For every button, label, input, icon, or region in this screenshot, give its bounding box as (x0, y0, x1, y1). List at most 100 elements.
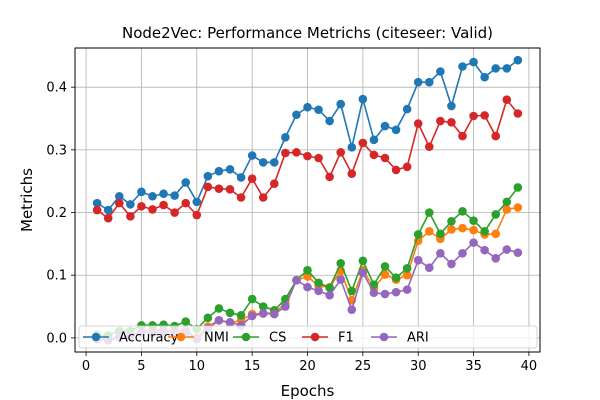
data-point-accuracy (380, 121, 390, 131)
series-accuracy (92, 55, 523, 215)
data-point-ari (247, 311, 257, 321)
data-point-nmi (458, 223, 467, 233)
data-point-accuracy (292, 110, 301, 120)
data-point-accuracy (92, 198, 102, 208)
data-point-cs (413, 230, 423, 239)
data-point-f1 (192, 210, 202, 220)
data-point-ari (380, 289, 390, 299)
data-point-f1 (336, 148, 346, 157)
data-point-nmi (447, 225, 456, 234)
data-point-ari (303, 282, 312, 292)
data-point-f1 (258, 193, 268, 202)
data-point-f1 (92, 205, 102, 215)
data-point-cs (358, 256, 368, 266)
tick-layer: 0 5 10 15 20 25 30 35 40 0.0 0.1 0.2 0.3 0.4 (46, 81, 537, 374)
data-point-f1 (292, 148, 301, 157)
chart-title: Node2Vec: Performance Metrichs (citeseer… (122, 24, 493, 42)
data-point-accuracy (114, 191, 124, 201)
data-point-accuracy (126, 200, 135, 209)
data-point-f1 (447, 117, 456, 127)
data-point-accuracy (203, 171, 213, 181)
data-point-accuracy (137, 187, 146, 197)
data-point-cs (336, 259, 346, 268)
data-point-cs (347, 286, 357, 296)
data-point-accuracy (170, 191, 179, 200)
data-point-ari (325, 290, 334, 300)
data-point-f1 (159, 200, 168, 210)
data-point-ari (391, 287, 401, 297)
data-point-f1 (303, 151, 312, 161)
data-point-accuracy (436, 67, 445, 76)
data-point-accuracy (336, 99, 346, 109)
data-point-cs (402, 264, 412, 273)
data-point-f1 (402, 162, 412, 172)
data-point-nmi (502, 205, 512, 214)
legend-swatch-marker-cs (241, 332, 251, 342)
data-point-f1 (436, 116, 445, 126)
data-point-accuracy (480, 72, 489, 82)
data-point-f1 (413, 119, 423, 128)
data-point-accuracy (491, 64, 501, 73)
data-point-ari (513, 248, 523, 257)
data-point-cs (225, 308, 235, 318)
data-point-nmi (303, 272, 312, 281)
data-point-accuracy (458, 62, 467, 71)
data-point-accuracy (347, 143, 357, 152)
data-point-accuracy (513, 55, 523, 65)
data-point-ari (436, 248, 445, 258)
data-point-accuracy (214, 166, 224, 176)
data-point-ari (447, 259, 456, 269)
data-point-f1 (325, 172, 334, 182)
data-point-f1 (269, 179, 279, 188)
data-point-cs (491, 210, 501, 219)
data-point-cs (203, 313, 213, 323)
data-point-f1 (148, 205, 157, 214)
data-point-nmi (424, 227, 434, 236)
data-point-nmi (491, 229, 501, 239)
data-point-cs (447, 217, 456, 226)
data-point-accuracy (369, 135, 379, 145)
data-point-f1 (281, 148, 290, 158)
legend-item-cs: CS (233, 331, 286, 346)
data-point-cs (436, 229, 445, 239)
data-point-ari (214, 316, 224, 325)
data-point-nmi (402, 270, 412, 280)
data-point-ari (502, 245, 512, 254)
data-point-accuracy (314, 105, 323, 115)
data-point-accuracy (391, 125, 401, 135)
data-point-ari (336, 275, 346, 284)
data-point-cs (458, 206, 467, 216)
x-tick-label: 20 (299, 359, 316, 374)
data-point-ari (469, 238, 478, 247)
series-f1 (92, 95, 523, 223)
y-tick-label: 0.2 (46, 206, 67, 221)
data-point-cs (380, 262, 390, 271)
legend-swatch-marker-nmi (176, 332, 186, 342)
data-point-accuracy (358, 94, 368, 104)
data-point-accuracy (181, 178, 191, 187)
data-point-cs (391, 273, 401, 283)
data-point-ari (458, 248, 467, 258)
data-point-f1 (491, 131, 501, 141)
legend-swatch-marker-ari (379, 332, 389, 342)
series-layer (92, 55, 523, 345)
data-point-f1 (480, 111, 489, 120)
data-point-ari (491, 253, 501, 263)
data-point-accuracy (424, 77, 434, 87)
data-point-f1 (391, 165, 401, 175)
data-point-f1 (203, 182, 213, 192)
data-point-ari (347, 305, 357, 314)
x-tick-label: 15 (244, 359, 261, 374)
legend-item-nmi: NMI (168, 331, 229, 346)
data-point-nmi (380, 270, 390, 279)
data-point-cs (325, 283, 334, 293)
data-point-f1 (170, 208, 179, 217)
legend-item-ari: ARI (371, 331, 429, 346)
data-point-ari (358, 268, 368, 278)
data-point-f1 (314, 153, 323, 163)
data-point-accuracy (236, 173, 246, 182)
data-point-f1 (502, 95, 512, 105)
data-point-accuracy (325, 116, 334, 126)
data-point-accuracy (159, 189, 168, 199)
data-point-f1 (181, 198, 191, 208)
